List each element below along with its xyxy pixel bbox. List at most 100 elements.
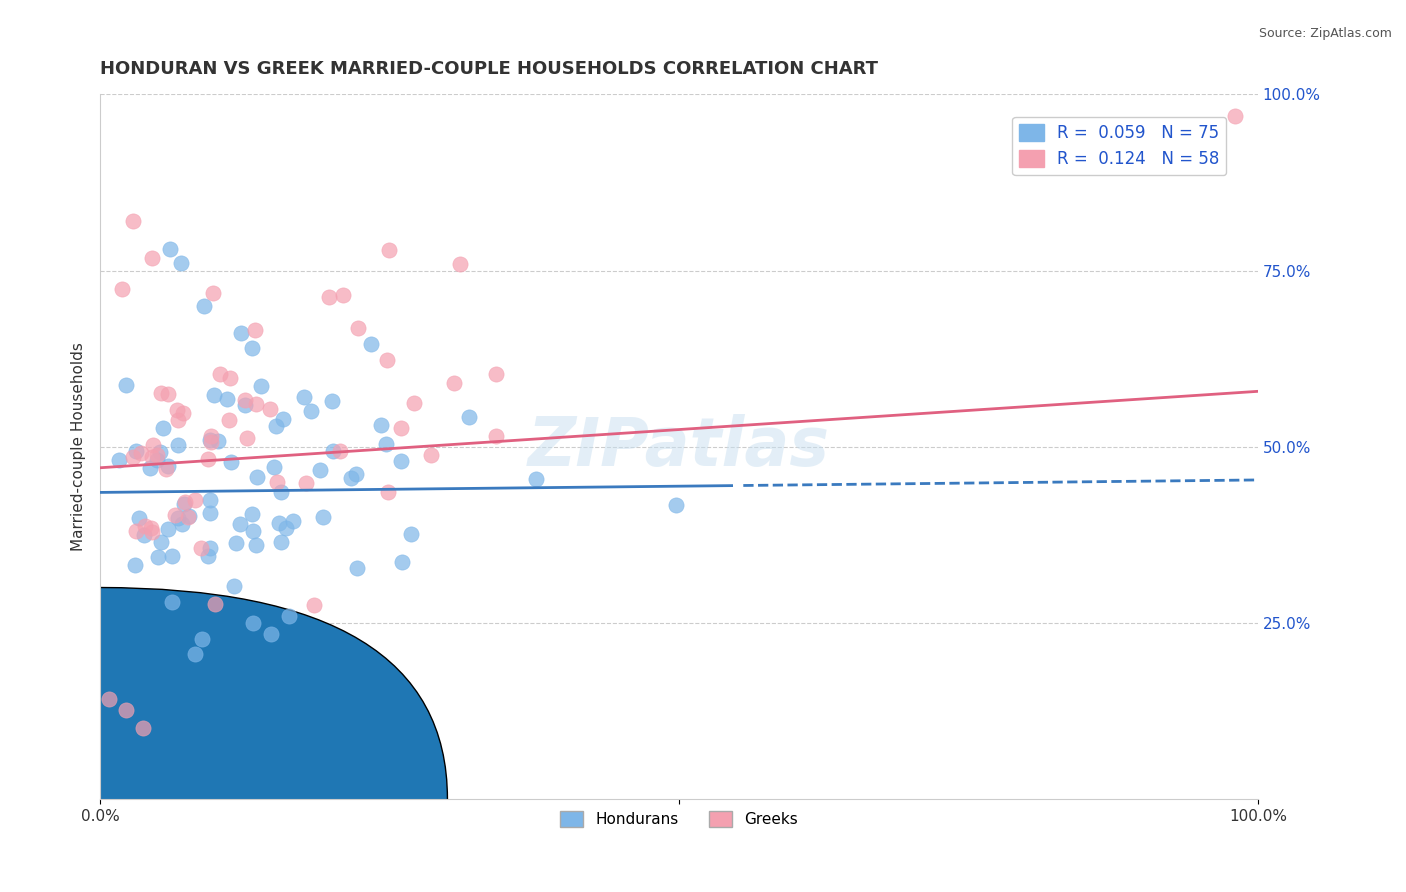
Point: [271, 411, 294, 425]
Point: [128, 511, 150, 525]
Point: [402, 396, 425, 410]
Y-axis label: Married-couple Households: Married-couple Households: [72, 343, 86, 551]
Point: [266, 475, 288, 489]
Point: [344, 467, 367, 481]
Point: [301, 404, 323, 418]
Point: [184, 493, 207, 508]
Point: [267, 516, 290, 530]
Point: [218, 370, 240, 384]
Point: [148, 549, 170, 564]
Point: [160, 595, 183, 609]
Point: [142, 438, 165, 452]
Point: [370, 418, 392, 433]
Point: [340, 471, 363, 485]
Legend: Hondurans, Greeks: Hondurans, Greeks: [554, 805, 804, 833]
Point: [114, 703, 136, 717]
Point: [141, 450, 163, 465]
Point: [312, 510, 335, 524]
Point: [149, 385, 172, 400]
Point: [200, 541, 222, 556]
Point: [173, 497, 195, 511]
Point: [111, 281, 134, 295]
Point: [167, 413, 190, 427]
Point: [209, 368, 232, 382]
Point: [200, 434, 222, 449]
Point: [132, 722, 155, 736]
Point: [139, 520, 162, 534]
Point: [170, 256, 193, 270]
Point: [191, 632, 214, 647]
Point: [1223, 109, 1246, 123]
Point: [166, 510, 188, 524]
Point: [389, 421, 412, 435]
Point: [222, 579, 245, 593]
Point: [524, 471, 547, 485]
Point: [166, 437, 188, 451]
Point: [458, 409, 481, 424]
Point: [193, 299, 215, 313]
Point: [166, 403, 188, 417]
Point: [332, 287, 354, 301]
Point: [401, 527, 423, 541]
Point: [198, 507, 221, 521]
Point: [229, 516, 252, 531]
Point: [243, 323, 266, 337]
Point: [391, 555, 413, 569]
Point: [139, 461, 162, 475]
Point: [389, 454, 412, 468]
Point: [322, 444, 344, 458]
Point: [132, 528, 155, 542]
Point: [449, 256, 471, 270]
Point: [240, 341, 263, 355]
Point: [150, 534, 173, 549]
Point: [202, 286, 225, 301]
Point: [443, 376, 465, 391]
Point: [485, 429, 508, 443]
Point: [277, 609, 299, 624]
Point: [200, 429, 222, 443]
Point: [246, 470, 269, 484]
Point: [152, 421, 174, 435]
Point: [160, 549, 183, 563]
Point: [420, 448, 443, 462]
Point: [485, 367, 508, 381]
Point: [157, 459, 180, 474]
Point: [141, 525, 163, 540]
Point: [204, 597, 226, 611]
FancyBboxPatch shape: [0, 588, 447, 892]
Point: [263, 460, 285, 475]
Point: [665, 498, 688, 512]
Point: [217, 392, 239, 406]
Point: [309, 463, 332, 477]
Point: [242, 524, 264, 538]
Point: [270, 485, 292, 500]
Text: Source: ZipAtlas.com: Source: ZipAtlas.com: [1258, 27, 1392, 40]
Point: [347, 321, 370, 335]
Point: [121, 214, 143, 228]
Point: [172, 406, 194, 420]
Point: [129, 446, 152, 460]
Point: [219, 455, 242, 469]
Point: [141, 251, 163, 265]
Point: [179, 508, 201, 523]
Point: [294, 390, 316, 404]
Point: [174, 494, 197, 508]
Point: [302, 599, 325, 613]
Point: [197, 549, 219, 563]
Point: [198, 493, 221, 508]
Point: [260, 627, 283, 641]
Point: [197, 452, 219, 467]
Point: [124, 524, 146, 538]
Point: [294, 476, 316, 491]
Point: [190, 541, 212, 555]
Point: [375, 437, 398, 451]
Point: [124, 558, 146, 572]
Point: [159, 243, 181, 257]
Point: [321, 393, 343, 408]
Point: [231, 326, 253, 341]
Point: [115, 377, 138, 392]
Point: [318, 290, 340, 304]
Point: [245, 538, 267, 552]
Point: [156, 387, 179, 401]
Point: [202, 388, 225, 402]
